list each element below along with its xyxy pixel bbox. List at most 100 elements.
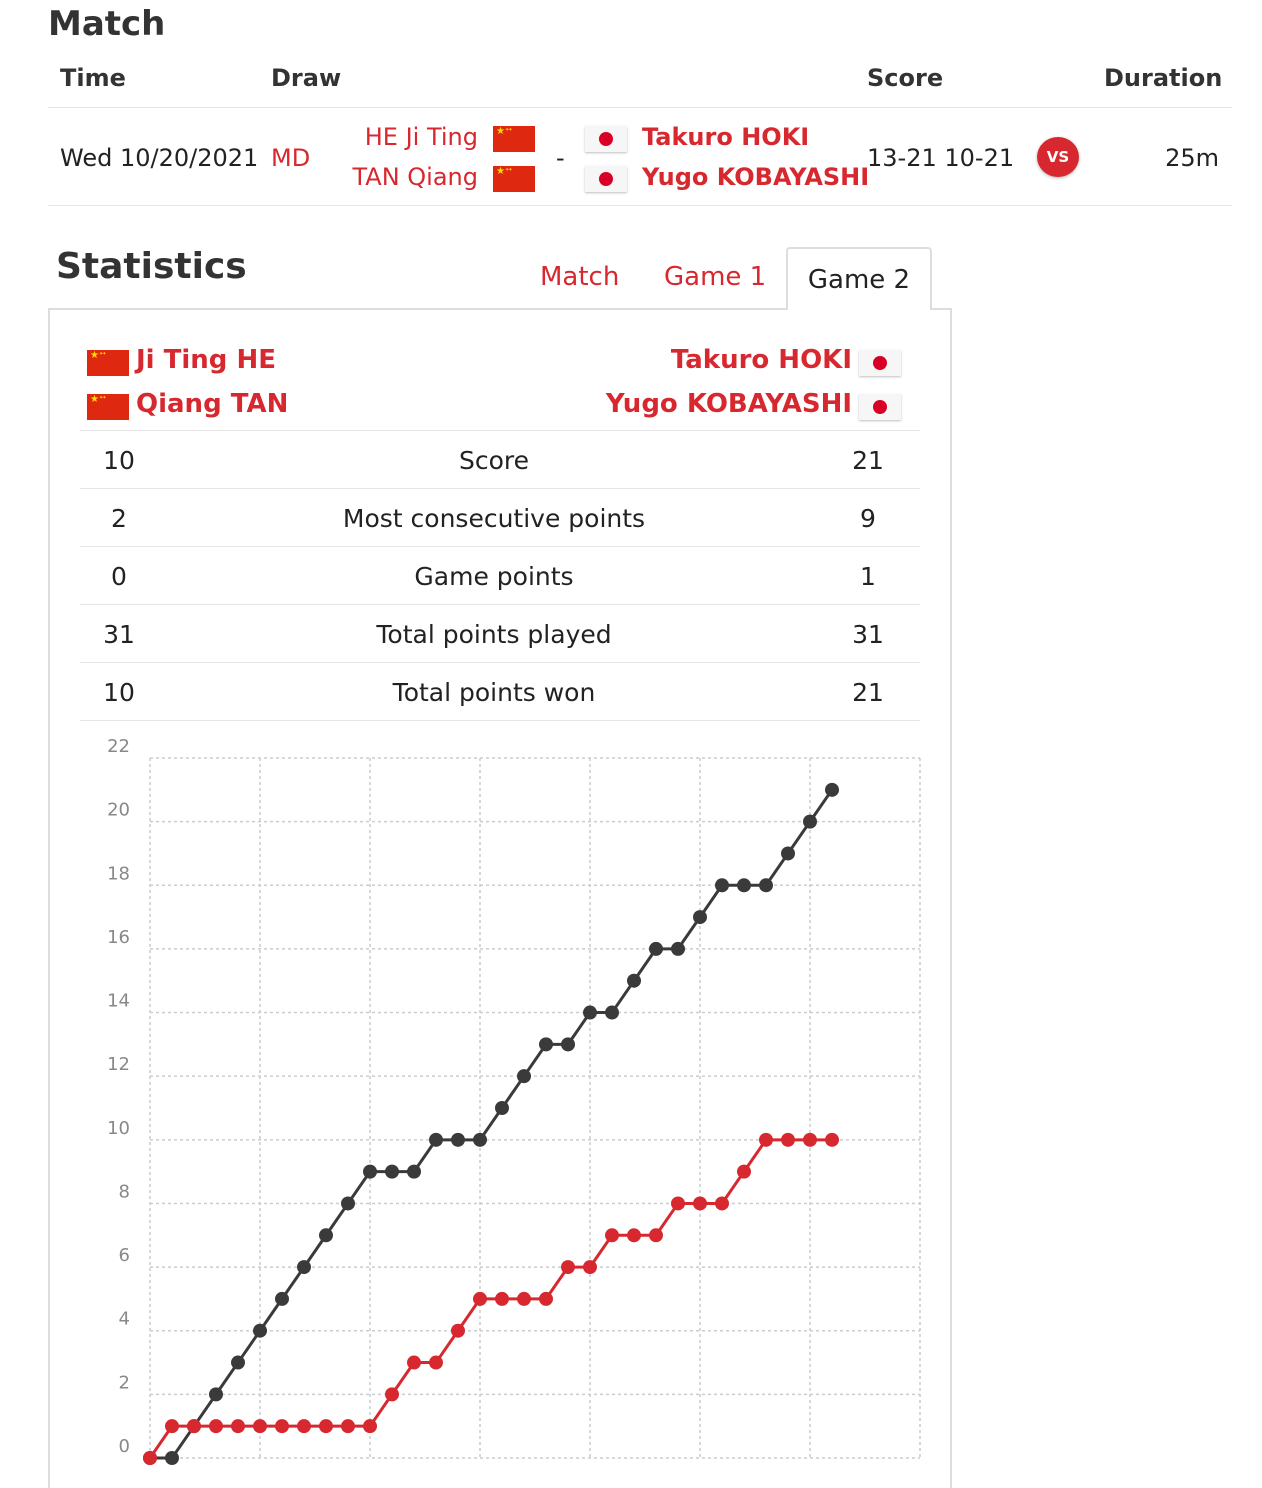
chart-data-point xyxy=(693,1196,707,1211)
chart-data-point xyxy=(759,878,773,893)
chart-data-point xyxy=(781,1132,795,1147)
stat-divider xyxy=(80,662,920,663)
match-time: Wed 10/20/2021 xyxy=(60,144,259,172)
stat-right-value: 21 xyxy=(852,678,884,707)
chart-data-point xyxy=(209,1387,223,1402)
chart-data-point xyxy=(671,1196,685,1211)
chart-data-point xyxy=(253,1323,267,1338)
chart-y-tick-label: 20 xyxy=(107,800,130,821)
chart-data-point xyxy=(671,941,685,956)
chart-data-point xyxy=(803,1132,817,1147)
chart-series-line xyxy=(148,1138,832,1459)
japan-flag-icon xyxy=(585,126,627,152)
chart-data-point xyxy=(407,1355,421,1370)
score-progression-chart: 0 2 4 6 8 10 12 14 16 18 20 22 xyxy=(107,736,921,1465)
chart-data-point xyxy=(781,846,795,861)
chart-data-point xyxy=(385,1387,399,1402)
japan-flag-icon xyxy=(859,394,901,420)
chart-data-point xyxy=(517,1291,531,1306)
stats-team1-player1[interactable]: Ji Ting HE xyxy=(136,345,276,375)
chart-data-point xyxy=(627,1228,641,1243)
chart-data-point xyxy=(165,1451,179,1465)
stats-team2-player2[interactable]: Yugo KOBAYASHI xyxy=(605,389,852,419)
draw-link[interactable]: MD xyxy=(271,144,311,172)
chart-data-point xyxy=(583,1260,597,1275)
chart-data-point xyxy=(627,973,641,988)
china-flag-icon xyxy=(493,126,535,152)
stat-label: Total points played xyxy=(376,620,612,649)
stat-label: Game points xyxy=(414,562,574,591)
chart-data-point xyxy=(231,1355,245,1370)
match-score: 13-21 10-21 xyxy=(867,144,1015,172)
chart-data-point xyxy=(429,1355,443,1370)
stat-left-value: 31 xyxy=(103,620,135,649)
stat-label: Score xyxy=(458,446,530,475)
chart-y-tick-label: 16 xyxy=(107,927,130,948)
column-header-time: Time xyxy=(60,64,126,92)
column-header-score: Score xyxy=(867,64,944,92)
team2-player2-link[interactable]: Yugo KOBAYASHI xyxy=(642,163,870,191)
chart-data-point xyxy=(561,1260,575,1275)
tab-match[interactable]: Match xyxy=(540,262,620,292)
chart-data-point xyxy=(539,1291,553,1306)
stats-team1-player2[interactable]: Qiang TAN xyxy=(136,389,289,419)
chart-data-point xyxy=(803,814,817,829)
china-flag-icon xyxy=(493,166,535,192)
japan-flag-icon xyxy=(859,350,901,376)
chart-data-point xyxy=(363,1164,377,1179)
chart-data-point xyxy=(715,878,729,893)
chart-data-point xyxy=(407,1164,421,1179)
team2-player1-link[interactable]: Takuro HOKI xyxy=(642,123,810,151)
china-flag-icon xyxy=(87,394,129,420)
chart-data-point xyxy=(363,1419,377,1434)
chart-data-point xyxy=(253,1419,267,1434)
stats-team2-player1[interactable]: Takuro HOKI xyxy=(670,345,852,375)
stat-divider xyxy=(80,604,920,605)
chart-y-tick-label: 4 xyxy=(119,1309,130,1330)
vs-icon[interactable]: VS xyxy=(1037,137,1079,177)
stat-left-value: 2 xyxy=(111,504,127,533)
chart-data-point xyxy=(759,1132,773,1147)
match-duration: 25m xyxy=(1165,144,1219,172)
chart-data-point xyxy=(341,1419,355,1434)
chart-data-point xyxy=(231,1419,245,1434)
chart-data-point xyxy=(297,1260,311,1275)
stat-divider xyxy=(80,546,920,547)
chart-data-point xyxy=(605,1228,619,1243)
chart-data-point xyxy=(143,1451,157,1465)
stat-left-value: 10 xyxy=(103,678,135,707)
chart-y-tick-label: 10 xyxy=(107,1118,130,1139)
chart-data-point xyxy=(385,1164,399,1179)
chart-data-point xyxy=(517,1069,531,1084)
tab-game-2[interactable]: Game 2 xyxy=(786,247,932,310)
chart-y-tick-label: 18 xyxy=(107,863,130,884)
stat-right-value: 31 xyxy=(852,620,884,649)
chart-series-line xyxy=(150,788,834,1460)
team1-player1-link[interactable]: HE Ji Ting xyxy=(364,123,478,151)
japan-flag-icon xyxy=(585,166,627,192)
china-flag-icon xyxy=(87,350,129,376)
stat-label: Most consecutive points xyxy=(342,504,646,533)
chart-data-point xyxy=(583,1005,597,1020)
column-header-duration: Duration xyxy=(1104,64,1223,92)
chart-y-tick-label: 14 xyxy=(107,991,130,1012)
team1-player2-link[interactable]: TAN Qiang xyxy=(352,163,478,191)
chart-data-point xyxy=(737,1164,751,1179)
chart-data-point xyxy=(495,1291,509,1306)
chart-y-tick-label: 0 xyxy=(119,1436,130,1457)
row-divider xyxy=(48,205,1232,206)
chart-data-point xyxy=(605,1005,619,1020)
chart-data-point xyxy=(649,1228,663,1243)
chart-y-tick-label: 6 xyxy=(119,1245,130,1266)
chart-data-point xyxy=(451,1132,465,1147)
tab-game-1[interactable]: Game 1 xyxy=(664,262,767,292)
chart-data-point xyxy=(715,1196,729,1211)
chart-data-point xyxy=(825,1132,839,1147)
statistics-heading: Statistics xyxy=(56,246,247,287)
stat-left-value: 10 xyxy=(103,446,135,475)
chart-data-point xyxy=(539,1037,553,1052)
chart-y-tick-label: 8 xyxy=(119,1181,130,1202)
chart-data-point xyxy=(165,1419,179,1434)
chart-data-point xyxy=(451,1323,465,1338)
chart-y-tick-label: 2 xyxy=(119,1372,130,1393)
